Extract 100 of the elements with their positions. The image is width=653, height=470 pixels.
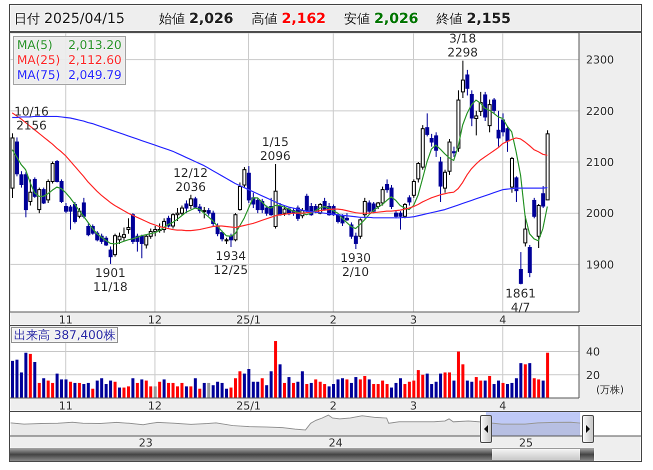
- x-tick-label: 3: [410, 400, 418, 412]
- candlestick: [407, 194, 412, 206]
- candlestick: [113, 233, 118, 258]
- bar: [470, 382, 474, 398]
- bar: [86, 382, 90, 398]
- candlestick: [202, 206, 206, 219]
- text: 安値 2,026: [344, 11, 418, 27]
- candlestick: [532, 197, 536, 219]
- bar: [524, 364, 527, 398]
- candlestick: [465, 69, 470, 96]
- bar: [502, 382, 505, 398]
- candlestick: [425, 112, 430, 137]
- bar: [96, 380, 99, 398]
- bar: [340, 378, 344, 398]
- candlestick: [488, 99, 492, 133]
- bar: [310, 382, 313, 398]
- bar: [363, 376, 366, 398]
- x-tick-label: 2: [330, 400, 337, 412]
- bar: [33, 362, 36, 398]
- bar: [488, 376, 492, 398]
- bar: [78, 382, 81, 398]
- text: 終値 2,155: [436, 11, 511, 27]
- bar: [202, 382, 206, 398]
- bar: [328, 386, 331, 398]
- bar: [212, 385, 215, 398]
- text: 始値 2,026: [159, 11, 234, 27]
- bar: [144, 380, 148, 398]
- candlestick: [188, 194, 193, 210]
- x-tick-label: 12: [148, 314, 162, 326]
- bar: [194, 378, 197, 398]
- bar: [532, 378, 536, 398]
- candlestick: [514, 176, 518, 202]
- candlestick: [126, 218, 130, 234]
- bar: [398, 378, 402, 398]
- bar: [131, 378, 134, 398]
- bar: [24, 352, 28, 398]
- candlestick: [42, 187, 46, 204]
- bar: [546, 352, 550, 398]
- bar: [519, 363, 522, 398]
- candlestick: [452, 146, 456, 158]
- candlestick: [184, 200, 188, 214]
- candlestick: [282, 205, 287, 216]
- bar: [287, 377, 290, 398]
- y-tick-label: 2000: [586, 207, 614, 220]
- candlestick: [496, 110, 501, 148]
- candlestick: [412, 178, 416, 198]
- y-tick-label: 20: [586, 368, 600, 382]
- annotation: 12/12 2036: [173, 166, 208, 194]
- bar: [68, 382, 72, 398]
- bar: [238, 371, 242, 398]
- bar: [136, 382, 139, 398]
- bar: [368, 379, 371, 398]
- bar: [126, 386, 130, 398]
- bar: [372, 384, 376, 398]
- bar: [292, 382, 295, 398]
- candlestick: [180, 205, 184, 216]
- candlestick: [492, 98, 496, 114]
- bar: [452, 380, 456, 398]
- candlestick: [140, 234, 144, 259]
- bar: [354, 377, 358, 398]
- bar: [189, 386, 192, 398]
- candlestick: [367, 200, 372, 214]
- candlestick: [398, 210, 402, 230]
- chart-title: 出来高 387,400株: [14, 328, 116, 342]
- bar: [278, 364, 282, 398]
- candlestick: [64, 202, 68, 214]
- candlestick: [460, 60, 465, 99]
- bar: [114, 382, 117, 398]
- bar: [542, 380, 545, 398]
- candlestick: [256, 197, 260, 214]
- candlestick: [122, 227, 126, 242]
- bar: [167, 382, 170, 398]
- bar: [207, 382, 210, 398]
- x-tick-label: 23: [138, 436, 153, 450]
- text: 日付 2025/04/15: [14, 11, 125, 27]
- bar: [528, 363, 532, 398]
- candlestick: [518, 252, 523, 285]
- bar: [305, 384, 308, 398]
- x-tick-label: 11: [58, 400, 73, 412]
- bar: [198, 388, 202, 398]
- x-tick-label: 25/1: [236, 314, 261, 326]
- candlestick: [358, 218, 362, 240]
- annotation: 1930 2/10: [340, 251, 371, 280]
- bar: [492, 384, 496, 398]
- bar: [162, 379, 166, 398]
- bar: [91, 388, 94, 398]
- bar: [140, 379, 144, 398]
- bar: [38, 382, 41, 398]
- x-tick-label: 25: [519, 436, 534, 450]
- x-tick-label: 4: [499, 400, 506, 412]
- text: MA(5) 2,013.20: [17, 38, 122, 52]
- bar: [283, 382, 286, 398]
- y-tick-label: 2300: [586, 54, 614, 67]
- annotation: 3/18 2298: [447, 32, 478, 60]
- bar: [180, 382, 184, 398]
- bar: [184, 386, 188, 398]
- bar: [260, 378, 264, 398]
- candlestick: [483, 91, 488, 122]
- bar: [118, 388, 122, 398]
- bar: [46, 380, 50, 398]
